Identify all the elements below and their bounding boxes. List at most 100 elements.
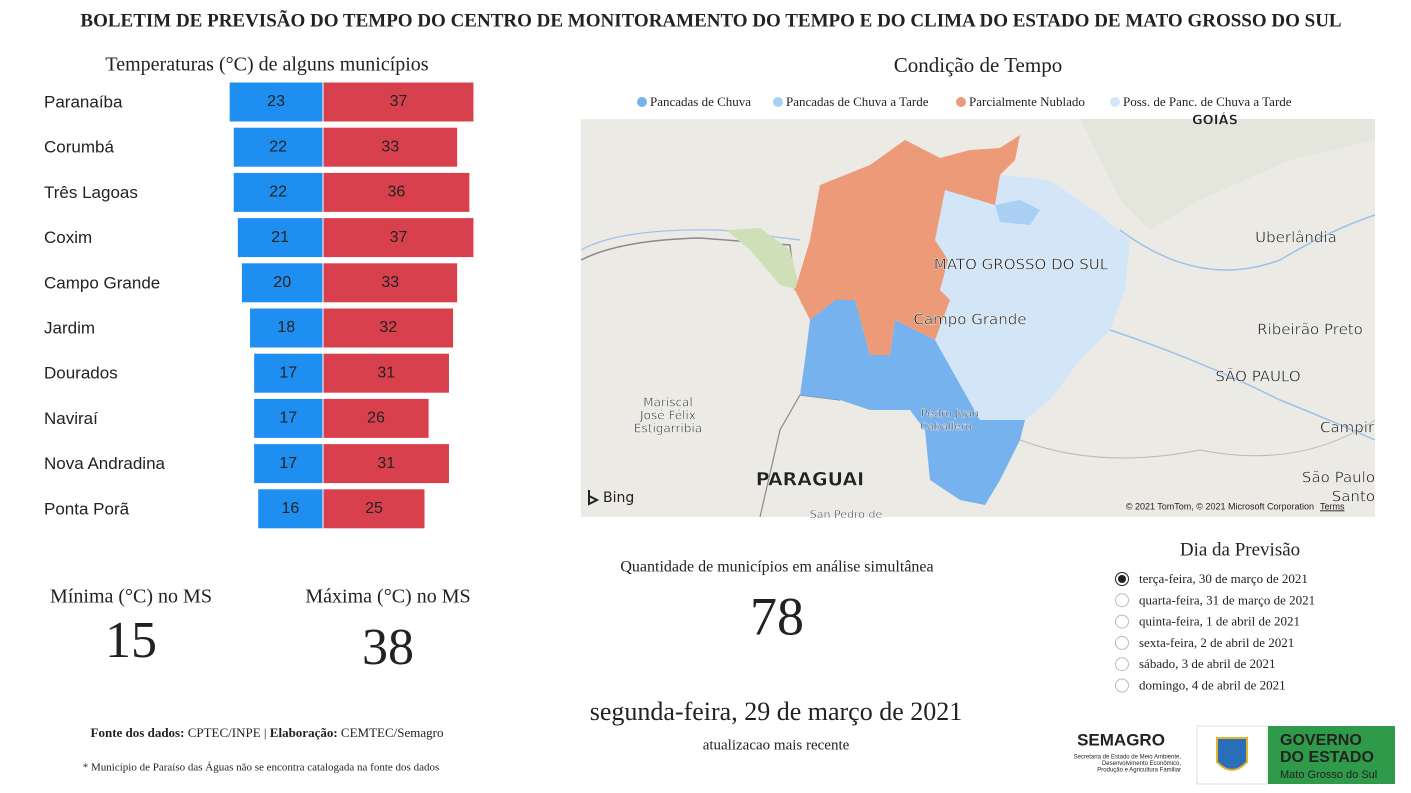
park	[726, 228, 800, 290]
bing-icon	[588, 490, 600, 506]
semagro-line: Secretaria de Estado de Meio Ambiente,	[1074, 755, 1182, 761]
river	[580, 229, 801, 251]
page-title: BOLETIM DE PREVISÃO DO TEMPO DO CENTRO D…	[80, 9, 1341, 31]
semagro-line: Produção e Agricultura Familiar	[1097, 768, 1181, 774]
map-label: Mariscal	[643, 396, 693, 410]
legend-label[interactable]: Parcialmente Nublado	[969, 94, 1085, 109]
data-label: 22	[269, 184, 287, 201]
semagro-text: Secretaria de Estado de Meio Ambiente,De…	[1074, 755, 1182, 774]
map-label: Uberlândia	[1255, 229, 1337, 247]
count-label: Quantidade de municípios em análise simu…	[620, 559, 933, 576]
radio-button[interactable]	[1115, 614, 1129, 629]
radio-button[interactable]	[1115, 657, 1129, 672]
map-label: São Paulo	[1302, 469, 1375, 487]
count-value: 78	[750, 586, 804, 646]
government-line: GOVERNO	[1280, 732, 1362, 749]
bar	[232, 126, 324, 168]
min-value: 15	[105, 612, 157, 669]
legend-swatch	[773, 97, 783, 107]
selector-title: Dia da Previsão	[1180, 539, 1300, 560]
map: GOIÁS Uberlândia MATO GROSSO DO SUL Campo G…	[580, 112, 1376, 521]
data-label: 37	[390, 93, 408, 110]
bar	[322, 126, 459, 168]
legend-label[interactable]: Poss. de Panc. de Chuva a Tarde	[1123, 94, 1292, 109]
category-label: Ponta Porã	[44, 499, 130, 518]
min-label: Mínima (°C) no MS	[50, 586, 212, 608]
bar	[253, 443, 324, 485]
legend-label[interactable]: Pancadas de Chuva	[650, 94, 751, 109]
data-label: 17	[279, 364, 297, 381]
river	[1119, 214, 1376, 271]
category-label: Paranaíba	[44, 92, 123, 111]
map-label: Pedro Juan	[921, 407, 979, 420]
radio-label[interactable]: sábado, 3 de abril de 2021	[1139, 656, 1275, 671]
author: CEMTEC/Semagro	[341, 725, 444, 740]
category-label: Corumbá	[44, 138, 114, 157]
radio-button[interactable]	[1115, 635, 1129, 650]
map-terms[interactable]: Terms	[1320, 501, 1345, 511]
bar	[322, 443, 450, 485]
radio-label[interactable]: domingo, 4 de abril de 2021	[1139, 677, 1286, 692]
bar	[236, 217, 324, 259]
map-label: Campo Grande	[914, 311, 1027, 329]
map-attribution: © 2021 TomTom, © 2021 Microsoft Corporat…	[1126, 501, 1314, 511]
radio-dot	[1118, 575, 1126, 583]
radio-label[interactable]: terça-feira, 30 de março de 2021	[1139, 571, 1308, 586]
bar	[240, 262, 324, 304]
government-line: DO ESTADO	[1280, 749, 1374, 766]
map-label: PARAGUAI	[756, 469, 864, 491]
road	[1019, 419, 1376, 459]
source: CPTEC/INPE	[188, 725, 261, 740]
bar	[257, 488, 324, 530]
radio-label[interactable]: sexta-feira, 2 de abril de 2021	[1139, 635, 1294, 650]
separator: |	[264, 725, 267, 740]
region-medium	[995, 200, 1040, 225]
bar	[232, 171, 324, 213]
data-label: 25	[365, 500, 383, 517]
max-label: Máxima (°C) no MS	[305, 586, 470, 608]
river	[1109, 329, 1376, 441]
data-label: 18	[277, 319, 295, 336]
bar	[322, 307, 455, 349]
data-label: 36	[388, 184, 406, 201]
data-label: 21	[271, 229, 289, 246]
map-label: San Pedro de	[810, 508, 883, 521]
legend-swatch	[956, 97, 966, 107]
radio-label[interactable]: quarta-feira, 31 de março de 2021	[1139, 592, 1315, 607]
category-label: Dourados	[44, 364, 118, 383]
bar	[322, 352, 450, 394]
radio-button[interactable]	[1115, 678, 1129, 693]
radio-button[interactable]	[1115, 593, 1129, 608]
category-label: Três Lagoas	[44, 183, 138, 202]
map-title: Condição de Tempo	[894, 53, 1062, 77]
update-date: segunda-feira, 29 de março de 2021	[590, 697, 963, 726]
government-line: Mato Grosso do Sul	[1280, 769, 1377, 781]
region	[1080, 119, 1375, 230]
max-value: 38	[362, 619, 414, 676]
data-label: 23	[267, 93, 285, 110]
map-label: Estigarribia	[634, 422, 702, 436]
bar	[253, 352, 324, 394]
region-light	[935, 175, 1130, 420]
map-label: José Félix	[639, 409, 696, 423]
government-box	[1268, 726, 1395, 784]
bar	[228, 81, 324, 123]
category-label: Campo Grande	[44, 273, 160, 292]
source-label: Fonte dos dados:	[91, 725, 185, 740]
legend-label[interactable]: Pancadas de Chuva a Tarde	[786, 94, 929, 109]
region-blue	[800, 300, 1025, 505]
bar	[322, 262, 459, 304]
data-label: 31	[377, 364, 395, 381]
bar	[322, 217, 475, 259]
legend-swatch	[1110, 97, 1120, 107]
map-label: Caballero	[920, 420, 972, 433]
radio-label[interactable]: quinta-feira, 1 de abril de 2021	[1139, 614, 1300, 629]
map-legend: Pancadas de Chuva Pancadas de Chuva a Tar…	[637, 94, 1292, 109]
category-label: Coxim	[44, 228, 92, 247]
map-label: GOIÁS	[1192, 113, 1238, 129]
data-label: 16	[281, 500, 299, 517]
map-label: MATO GROSSO DO SUL	[934, 256, 1109, 274]
